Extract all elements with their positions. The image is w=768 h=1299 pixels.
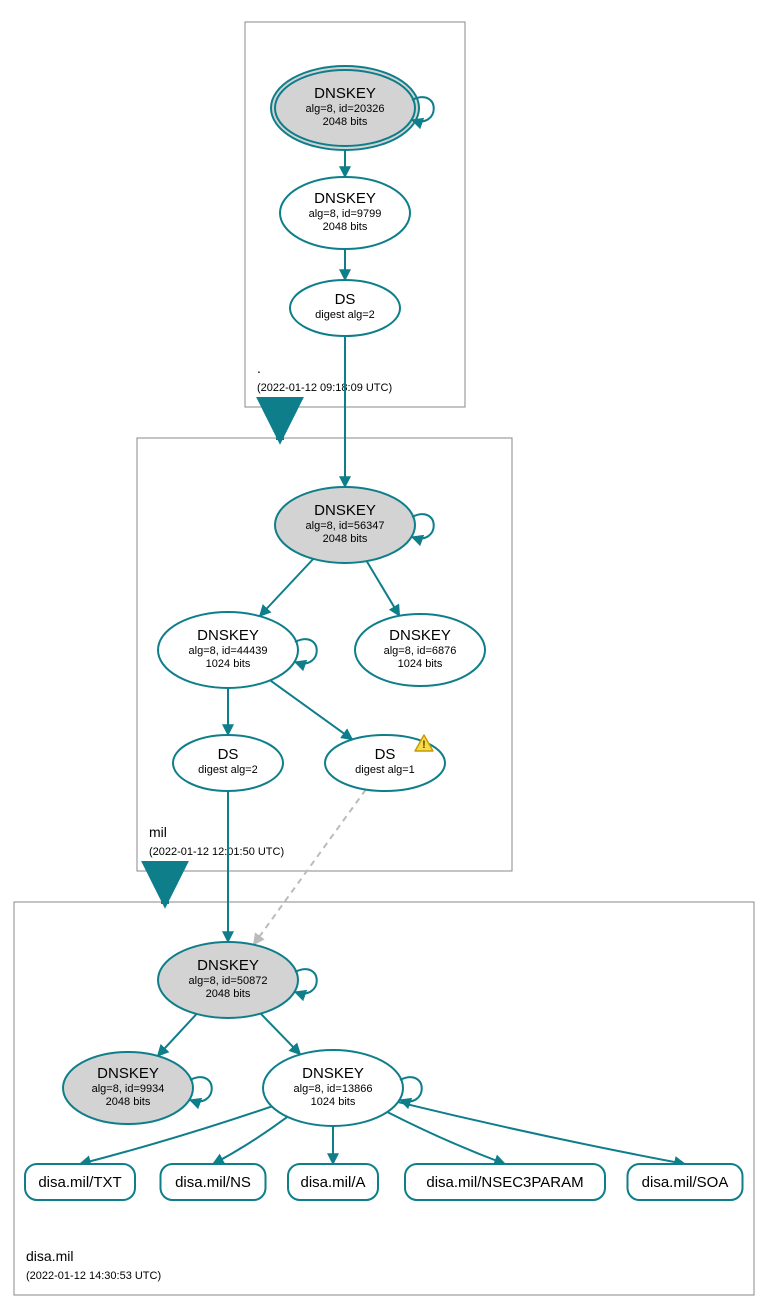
node-line2: alg=8, id=50872 — [189, 975, 268, 987]
node-line3: 1024 bits — [398, 658, 443, 670]
node-line3: 2048 bits — [106, 1096, 151, 1108]
dnssec-diagram: . (2022-01-12 09:18:09 UTC) mil (2022-01-12… — [0, 0, 768, 1299]
node-mil_ds1: DSdigest alg=2 — [173, 735, 283, 791]
records: disa.mil/TXT disa.mil/NS disa.mil/A disa.mi… — [25, 1164, 743, 1200]
node-disa_zsk: DNSKEYalg=8, id=138661024 bits — [263, 1050, 422, 1126]
zone-name: . — [257, 360, 261, 376]
zone-time: (2022-01-12 09:18:09 UTC) — [257, 382, 392, 394]
zone-name: disa.mil — [26, 1248, 73, 1264]
node-line3: 1024 bits — [206, 658, 251, 670]
node-title: DNSKEY — [197, 957, 259, 974]
node-root_ksk: DNSKEYalg=8, id=203262048 bits — [271, 66, 434, 150]
node-line2: digest alg=1 — [355, 764, 415, 776]
record-r_nsec: disa.mil/NSEC3PARAM — [405, 1164, 605, 1200]
node-line2: alg=8, id=6876 — [384, 645, 457, 657]
node-line3: 2048 bits — [323, 533, 368, 545]
node-line3: 1024 bits — [311, 1096, 356, 1108]
nodes: DNSKEYalg=8, id=203262048 bitsDNSKEYalg=… — [63, 66, 485, 1126]
record-r_txt: disa.mil/TXT — [25, 1164, 135, 1200]
edge — [270, 680, 352, 739]
node-title: DNSKEY — [314, 85, 376, 102]
edge — [398, 1102, 685, 1164]
node-line3: 2048 bits — [323, 221, 368, 233]
node-line3: 2048 bits — [323, 116, 368, 128]
node-line2: alg=8, id=9799 — [309, 208, 382, 220]
node-title: DNSKEY — [314, 502, 376, 519]
node-line2: alg=8, id=44439 — [189, 645, 268, 657]
node-line2: digest alg=2 — [315, 309, 375, 321]
node-title: DS — [335, 291, 356, 308]
node-title: DS — [375, 746, 396, 763]
record-r_a: disa.mil/A — [288, 1164, 378, 1200]
node-line3: 2048 bits — [206, 988, 251, 1000]
record-r_ns: disa.mil/NS — [161, 1164, 266, 1200]
zone-time: (2022-01-12 14:30:53 UTC) — [26, 1270, 161, 1282]
zone-name: mil — [149, 824, 167, 840]
record-label: disa.mil/TXT — [38, 1174, 121, 1191]
edge — [254, 790, 366, 945]
node-line2: alg=8, id=13866 — [294, 1083, 373, 1095]
node-root_ds: DSdigest alg=2 — [290, 280, 400, 336]
record-label: disa.mil/NS — [175, 1174, 251, 1191]
edge — [213, 1117, 287, 1164]
node-mil_zsk1: DNSKEYalg=8, id=444391024 bits — [158, 612, 317, 688]
node-line2: alg=8, id=20326 — [306, 103, 385, 115]
node-line2: alg=8, id=9934 — [92, 1083, 165, 1095]
node-disa_ksk: DNSKEYalg=8, id=508722048 bits — [158, 942, 317, 1018]
edge — [261, 1014, 301, 1055]
node-title: DNSKEY — [314, 190, 376, 207]
node-title: DS — [218, 746, 239, 763]
node-disa_key2: DNSKEYalg=8, id=99342048 bits — [63, 1052, 212, 1124]
svg-text:!: ! — [422, 739, 426, 751]
edge — [367, 561, 400, 616]
node-title: DNSKEY — [302, 1065, 364, 1082]
record-label: disa.mil/SOA — [642, 1174, 729, 1191]
record-label: disa.mil/A — [300, 1174, 365, 1191]
record-r_soa: disa.mil/SOA — [628, 1164, 743, 1200]
edge — [387, 1112, 505, 1164]
node-line2: alg=8, id=56347 — [306, 520, 385, 532]
edge — [158, 1014, 197, 1056]
zone-time: (2022-01-12 12:01:50 UTC) — [149, 846, 284, 858]
node-line2: digest alg=2 — [198, 764, 258, 776]
node-title: DNSKEY — [97, 1065, 159, 1082]
node-mil_zsk2: DNSKEYalg=8, id=68761024 bits — [355, 614, 485, 686]
node-title: DNSKEY — [197, 627, 259, 644]
record-label: disa.mil/NSEC3PARAM — [426, 1174, 583, 1191]
node-mil_ds2: DSdigest alg=1! — [325, 735, 445, 791]
node-title: DNSKEY — [389, 627, 451, 644]
edge — [260, 559, 314, 616]
node-mil_ksk: DNSKEYalg=8, id=563472048 bits — [275, 487, 434, 563]
node-root_zsk: DNSKEYalg=8, id=97992048 bits — [280, 177, 410, 249]
